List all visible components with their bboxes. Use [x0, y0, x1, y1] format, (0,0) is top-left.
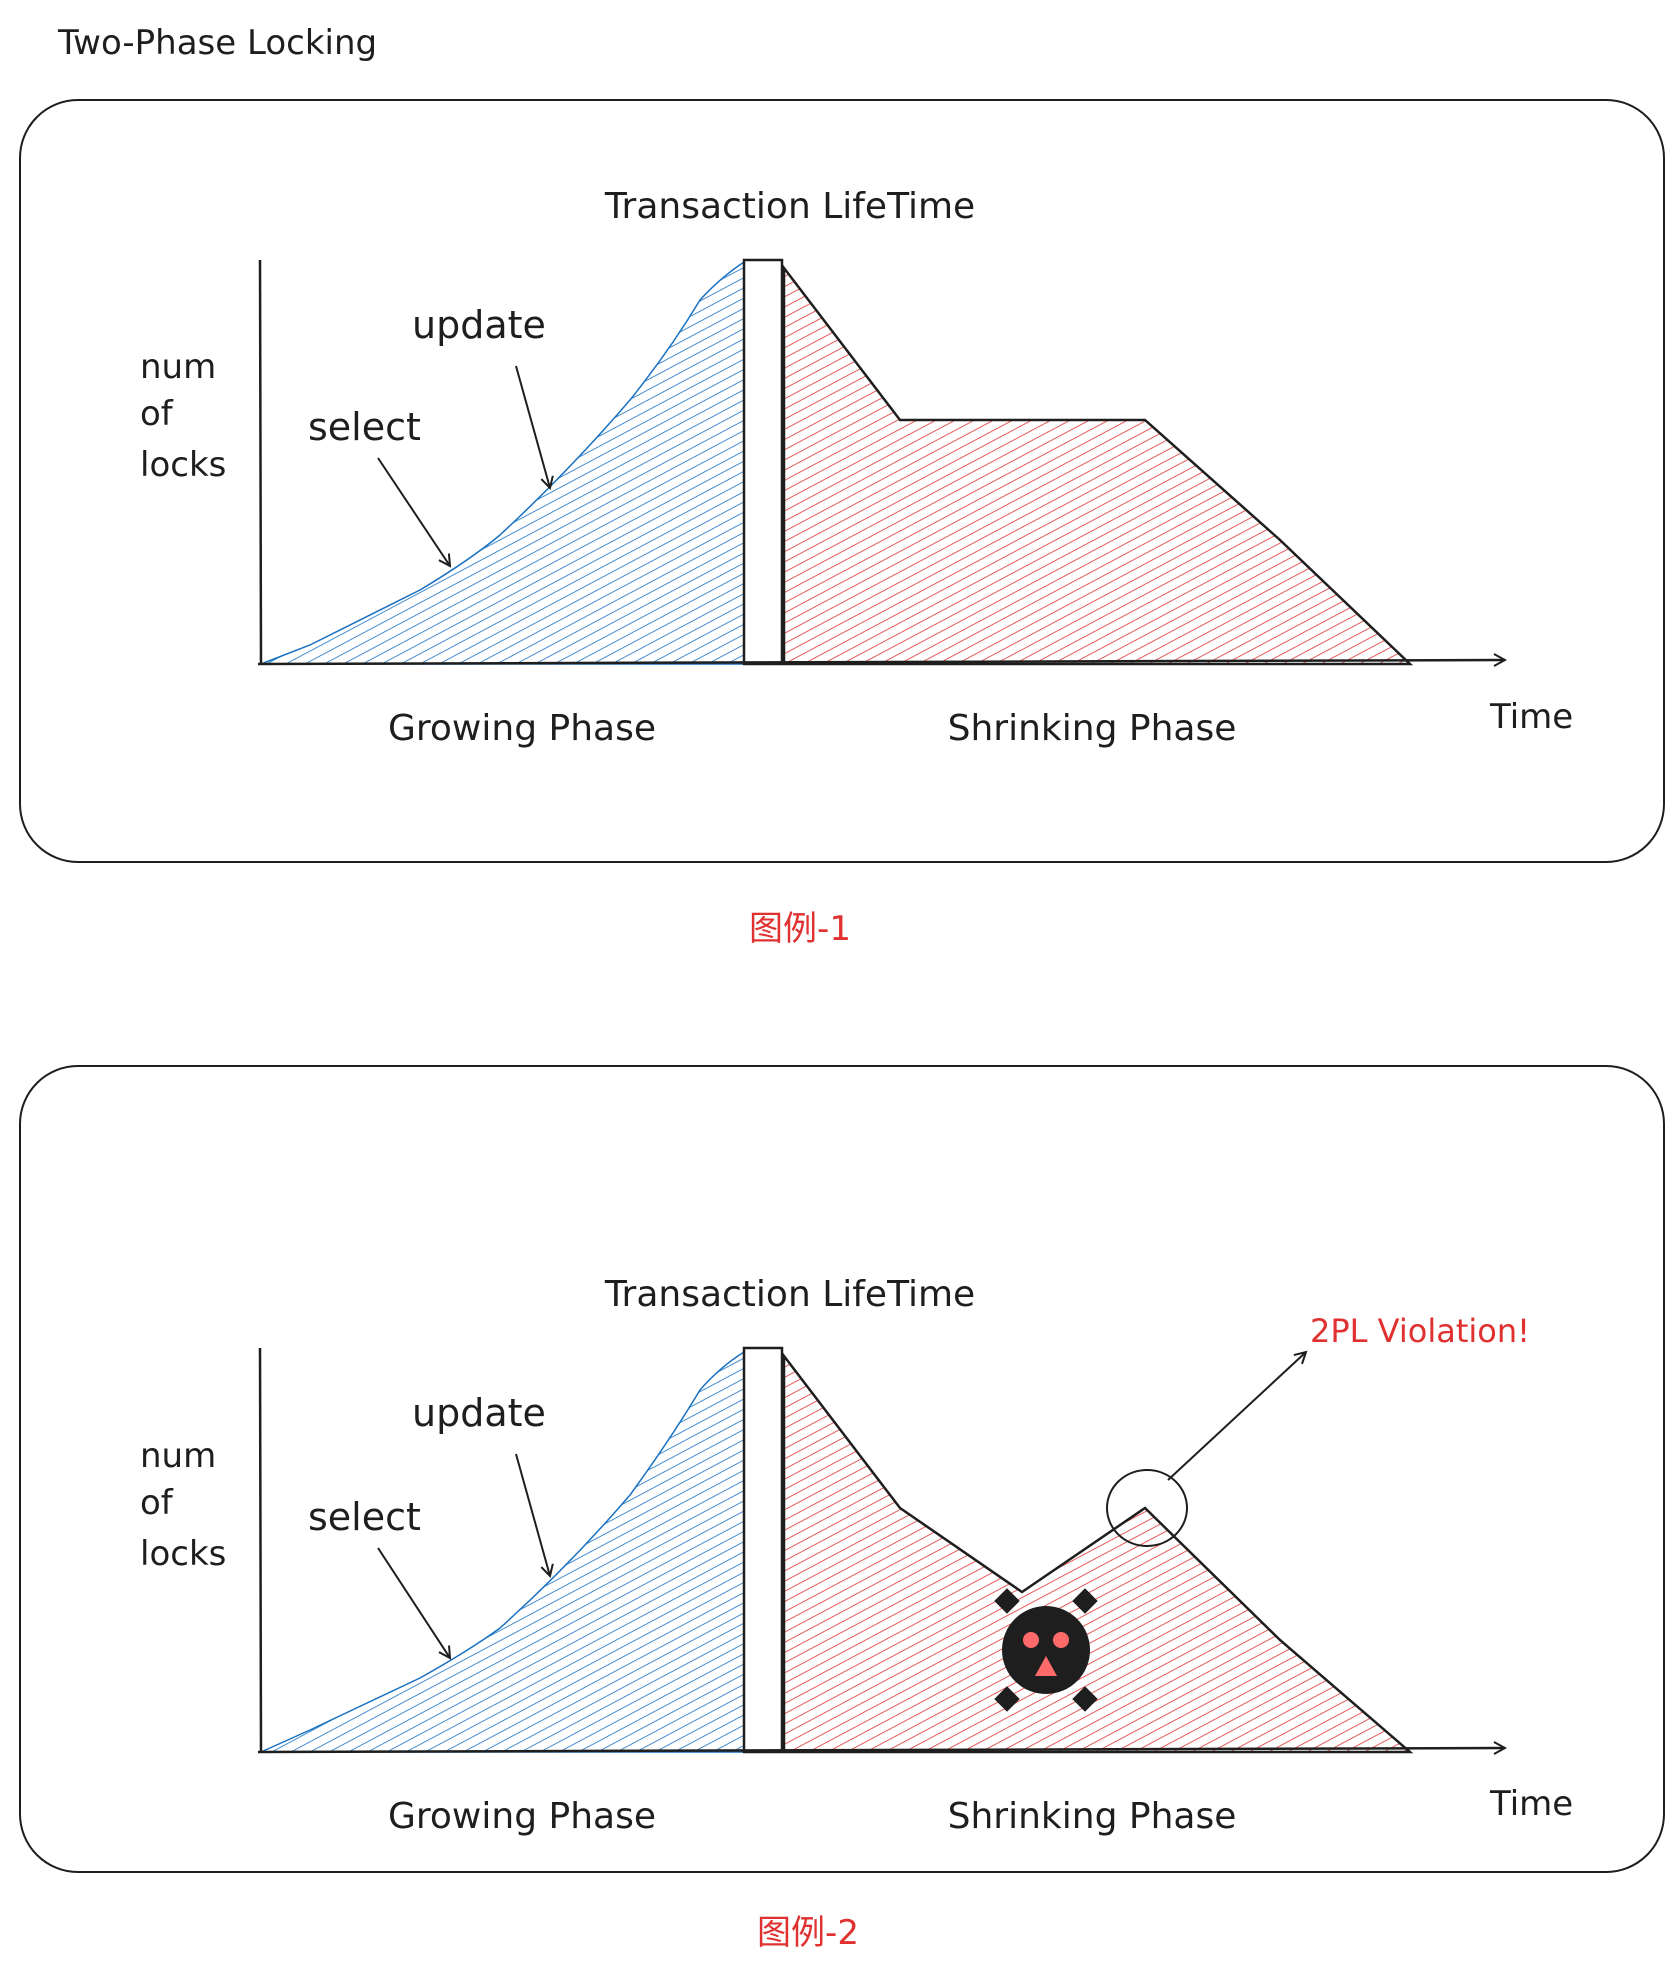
- x-axis-label: Time: [1489, 697, 1573, 737]
- chart-title: Transaction LifeTime: [604, 186, 975, 227]
- y-axis-label-line: of: [140, 394, 174, 434]
- y-axis-label: num of locks: [140, 347, 226, 485]
- figure-1: Transaction LifeTime num of locks Time s…: [19, 99, 1665, 863]
- update-arrow: [515, 365, 550, 488]
- lock-point-bar: [742, 1346, 784, 1754]
- growing-phase-label: Growing Phase: [388, 708, 656, 749]
- figure-caption: 图例-1: [749, 909, 851, 949]
- x-axis-arrow: [257, 660, 1505, 664]
- skull-icon: [994, 1588, 1098, 1712]
- figure-frame: [19, 1065, 1665, 1873]
- select-arrow: [377, 457, 450, 566]
- y-axis: [258, 1347, 263, 1753]
- select-annotation: select: [308, 405, 421, 449]
- y-axis: [258, 259, 263, 665]
- lock-point-bar: [742, 258, 784, 666]
- y-axis-label: num of locks: [140, 1436, 226, 1574]
- update-arrow: [515, 1453, 550, 1576]
- y-axis-label-line: locks: [140, 1534, 226, 1574]
- update-annotation: update: [412, 1391, 546, 1435]
- shrinking-phase-area: [782, 1352, 1414, 1754]
- growing-phase-area: [260, 260, 745, 665]
- violation-arrow: [1167, 1352, 1306, 1481]
- y-axis-label-line: num: [140, 1436, 216, 1476]
- figure-frame: [19, 99, 1665, 863]
- y-axis-label-line: num: [140, 347, 216, 387]
- figure-caption: 图例-2: [757, 1913, 859, 1953]
- x-axis-label: Time: [1489, 1784, 1573, 1824]
- growing-phase-area: [260, 1350, 745, 1753]
- select-annotation: select: [308, 1495, 421, 1539]
- y-axis-label-line: of: [140, 1483, 174, 1523]
- shrinking-phase-label: Shrinking Phase: [948, 708, 1237, 749]
- page-title: Two-Phase Locking: [57, 23, 377, 63]
- violation-label: 2PL Violation!: [1310, 1312, 1530, 1350]
- chart-title: Transaction LifeTime: [604, 1274, 975, 1315]
- select-arrow: [377, 1547, 450, 1658]
- figure-2: Transaction LifeTime num of locks Time s…: [19, 1065, 1665, 1873]
- x-axis-arrow: [257, 1748, 1505, 1752]
- y-axis-label-line: locks: [140, 445, 226, 485]
- shrinking-phase-area: [782, 264, 1414, 666]
- growing-phase-label: Growing Phase: [388, 1796, 656, 1837]
- shrinking-phase-label: Shrinking Phase: [948, 1796, 1237, 1837]
- update-annotation: update: [412, 303, 546, 347]
- violation-circle: [1106, 1469, 1188, 1547]
